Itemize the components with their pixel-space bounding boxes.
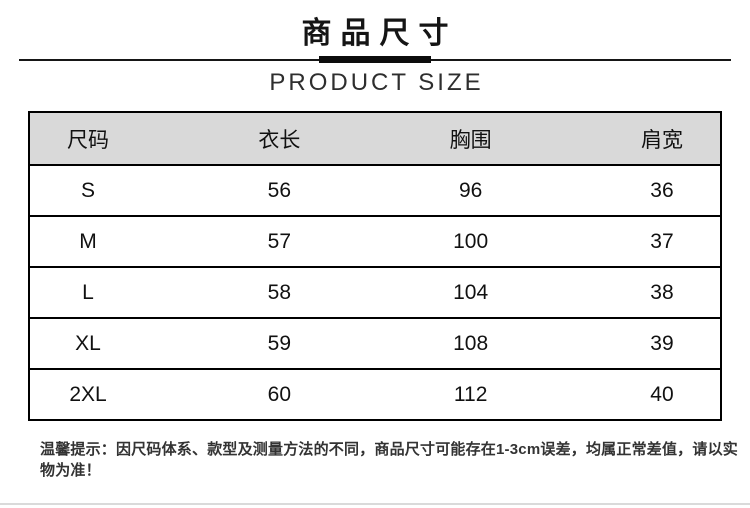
page-title-chinese: 商品尺寸: [301, 16, 458, 51]
page-title-english: PRODUCT SIZE: [269, 69, 484, 96]
column-header-bust: 胸围: [449, 128, 492, 152]
cell-bust: 108: [453, 331, 489, 355]
column-header-size: 尺码: [67, 128, 109, 152]
table-row: XL 59 108 39: [30, 317, 720, 368]
cell-shoulder: 36: [650, 178, 674, 202]
cell-size: 2XL: [69, 382, 107, 406]
column-header-length: 衣长: [258, 128, 301, 152]
cell-bust: 104: [453, 280, 489, 304]
cell-size: M: [79, 229, 97, 253]
cell-shoulder: 38: [650, 280, 674, 304]
cell-length: 60: [267, 382, 291, 406]
column-header-shoulder: 肩宽: [640, 128, 683, 152]
size-table-header-row: 尺码 衣长 胸围 肩宽: [30, 113, 720, 164]
title-divider-accent-bar: [319, 56, 431, 63]
title-divider-line: [19, 56, 731, 63]
table-row: 2XL 60 112 40: [30, 368, 720, 419]
table-row: S 56 96 36: [30, 164, 720, 215]
table-row: M 57 100 37: [30, 215, 720, 266]
cell-length: 57: [267, 229, 291, 253]
cell-shoulder: 40: [650, 382, 674, 406]
cell-shoulder: 37: [650, 229, 674, 253]
cell-shoulder: 39: [650, 331, 674, 355]
cell-bust: 96: [458, 178, 483, 202]
cell-bust: 100: [453, 229, 489, 253]
cell-length: 56: [267, 178, 291, 202]
cell-bust: 112: [453, 382, 488, 406]
bottom-divider: [0, 503, 750, 505]
size-table: 尺码 衣长 胸围 肩宽 S 56 96 36 M 57 100 37 L 58 …: [28, 111, 722, 421]
table-row: L 58 104 38: [30, 266, 720, 317]
cell-size: XL: [75, 331, 101, 355]
cell-length: 58: [267, 280, 291, 304]
cell-size: L: [82, 280, 94, 304]
cell-size: S: [80, 178, 95, 202]
disclaimer-note: 温馨提示：因尺码体系、款型及测量方法的不同，商品尺寸可能存在1-3cm误差，均属…: [40, 441, 738, 479]
cell-length: 59: [267, 331, 291, 355]
